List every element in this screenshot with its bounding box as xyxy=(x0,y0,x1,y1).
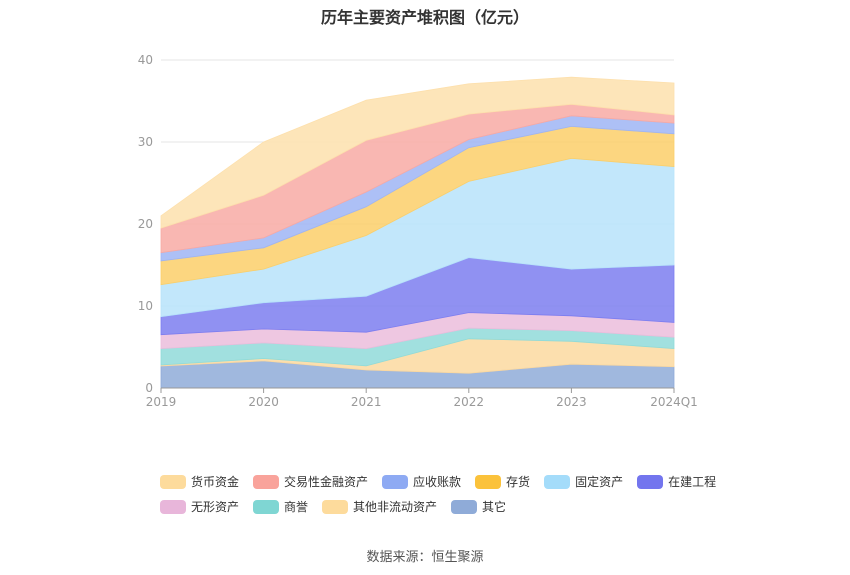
legend-item[interactable]: 在建工程 xyxy=(637,474,716,489)
legend-item[interactable]: 存货 xyxy=(475,474,530,489)
legend-item[interactable]: 商誉 xyxy=(253,499,308,514)
legend-item[interactable]: 无形资产 xyxy=(160,499,239,514)
x-tick-label: 2019 xyxy=(146,395,177,409)
legend-item[interactable]: 应收账款 xyxy=(382,474,461,489)
legend-swatch xyxy=(160,499,186,514)
legend-item[interactable]: 固定资产 xyxy=(544,474,623,489)
legend-label: 交易性金融资产 xyxy=(284,475,369,489)
legend-label: 应收账款 xyxy=(413,475,462,489)
legend-swatch xyxy=(451,499,478,514)
y-tick-label: 30 xyxy=(138,135,153,149)
legend-item[interactable]: 货币资金 xyxy=(160,474,239,489)
stacked-area-chart: 0 10 20 30 40 2019 2020 2021 2022 2023 2024Q1 xyxy=(138,53,698,409)
y-tick-label: 40 xyxy=(138,53,153,67)
axes: 0 10 20 30 40 2019 2020 2021 2022 2023 2024Q1 xyxy=(138,53,698,409)
data-source-note: 数据来源：恒生聚源 xyxy=(366,550,484,565)
legend-label: 存货 xyxy=(506,475,531,489)
legend: 货币资金 交易性金融资产 应收账款 存货 固定资产 在建工程无形资产 商誉 其他非流动资产 其它 xyxy=(160,474,720,514)
x-tick-label: 2024Q1 xyxy=(650,395,698,409)
x-tick-label: 2022 xyxy=(454,395,485,409)
legend-swatch xyxy=(382,474,409,489)
area-series xyxy=(160,76,675,229)
legend-label: 货币资金 xyxy=(191,475,240,489)
legend-label: 在建工程 xyxy=(668,475,717,489)
legend-swatch xyxy=(253,499,280,514)
legend-swatch xyxy=(637,474,664,489)
legend-swatch xyxy=(322,499,349,514)
area-series-group xyxy=(160,76,675,389)
y-tick-label: 20 xyxy=(138,217,153,231)
legend-item[interactable]: 交易性金融资产 xyxy=(253,474,368,489)
legend-label: 其他非流动资产 xyxy=(353,500,438,514)
x-tick-label: 2020 xyxy=(248,395,279,409)
x-tick-label: 2023 xyxy=(556,395,587,409)
chart-title: 历年主要资产堆积图（亿元） xyxy=(320,8,529,27)
legend-swatch xyxy=(544,474,571,489)
legend-label: 商誉 xyxy=(284,500,309,514)
legend-item[interactable]: 其他非流动资产 xyxy=(322,499,437,514)
legend-item[interactable]: 其它 xyxy=(451,499,506,514)
legend-swatch xyxy=(253,474,280,489)
y-tick-label: 10 xyxy=(138,299,153,313)
legend-label: 固定资产 xyxy=(575,475,624,489)
legend-swatch xyxy=(160,474,186,489)
legend-swatch xyxy=(475,474,502,489)
x-tick-label: 2021 xyxy=(351,395,382,409)
y-tick-label: 0 xyxy=(145,381,153,395)
legend-label: 其它 xyxy=(482,500,507,514)
legend-label: 无形资产 xyxy=(191,500,240,514)
